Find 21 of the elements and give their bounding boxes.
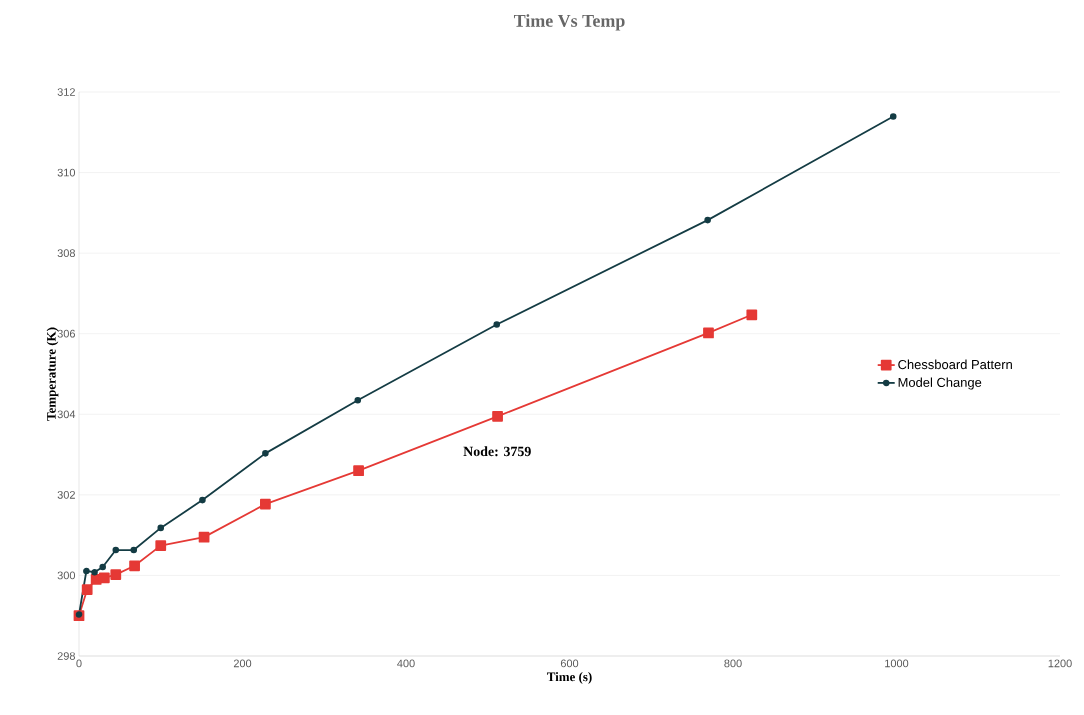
- y-tick-label: 304: [57, 410, 76, 419]
- y-tick-label: 302: [57, 490, 75, 499]
- x-tick-label: 800: [724, 659, 742, 668]
- annotation: Node: 3759: [463, 446, 531, 457]
- x-tick-label: 1000: [885, 659, 909, 668]
- x-axis-title: Time (s): [546, 672, 592, 684]
- x-tick-label: 200: [233, 659, 252, 668]
- x-tick-label: 600: [560, 659, 579, 668]
- x-tick-label: 0: [76, 659, 82, 668]
- legend-label: Model Change: [898, 377, 982, 390]
- y-tick-label: 308: [57, 249, 75, 258]
- y-tick-label: 306: [57, 329, 75, 338]
- y-tick-label: 312: [57, 88, 75, 96]
- legend-label: Chessboard Pattern: [898, 359, 1012, 370]
- y-tick-label: 298: [57, 652, 75, 660]
- x-tick-label: 1200: [1048, 659, 1072, 668]
- y-tick-label: 300: [57, 571, 76, 580]
- chart-title: Time Vs Temp: [513, 14, 625, 31]
- y-axis-title: Temperature (K): [46, 327, 59, 421]
- x-tick-label: 400: [397, 659, 415, 668]
- y-tick-label: 310: [57, 168, 76, 177]
